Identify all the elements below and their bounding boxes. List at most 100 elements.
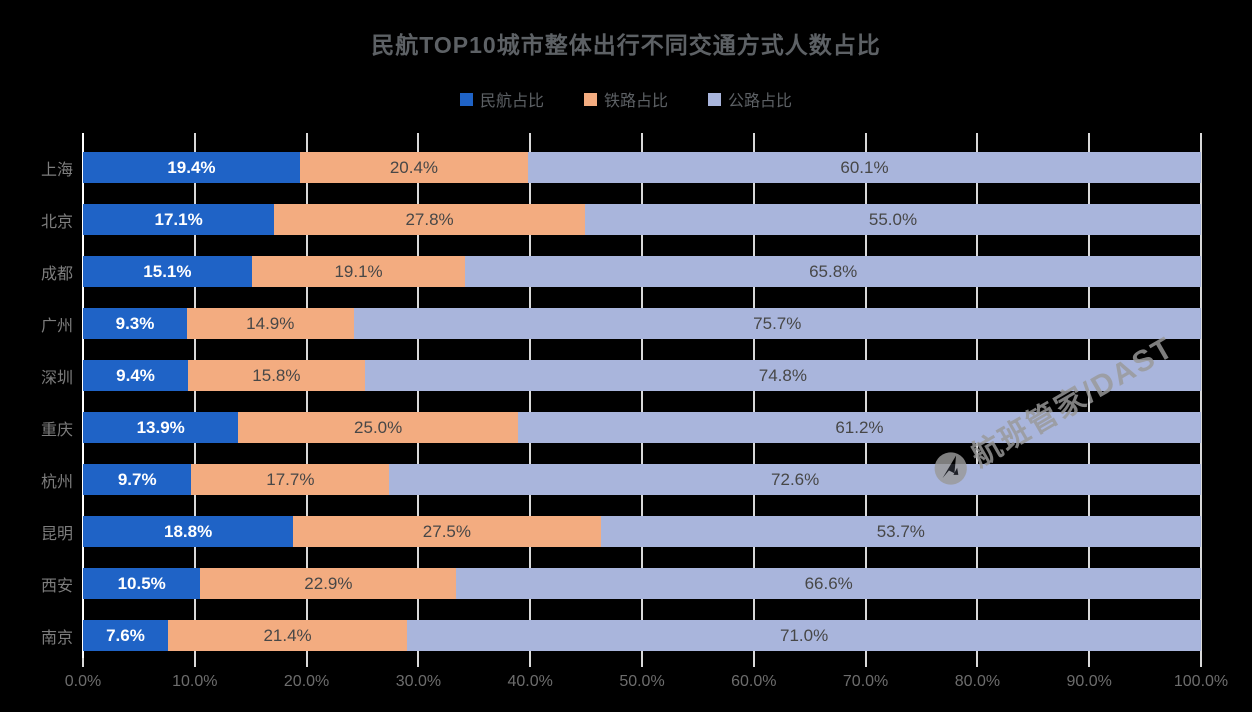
value-label: 7.6% (106, 625, 145, 645)
value-label: 53.7% (876, 521, 925, 541)
bar-row: 广州 9.3% 14.9% 75.7% (41, 308, 1201, 339)
value-label: 20.4% (389, 157, 439, 177)
bar-segment: 15.1% (83, 256, 252, 287)
value-label: 27.5% (422, 521, 471, 541)
category-label: 成都 (40, 265, 73, 283)
bar-row: 昆明 18.8% 27.5% 53.7% (41, 516, 1201, 547)
value-label: 17.1% (154, 209, 203, 229)
value-label: 17.7% (266, 469, 315, 489)
value-label: 60.1% (840, 157, 889, 177)
bar-row: 南京 7.6% 21.4% 71.0% (41, 620, 1201, 651)
value-label: 74.8% (758, 365, 807, 385)
value-label: 15.8% (252, 365, 301, 385)
value-label: 66.6% (804, 573, 853, 593)
bar-segment: 9.3% (83, 308, 187, 339)
bar-segment: 10.5% (83, 568, 201, 599)
category-label: 广州 (40, 317, 73, 335)
grid-line (305, 133, 308, 658)
value-label: 9.4% (116, 365, 155, 385)
grid-line (752, 133, 755, 658)
x-axis-tick-label: 20.0% (283, 673, 330, 690)
x-axis-tick (1200, 658, 1202, 667)
chart-title: 民航TOP10城市整体出行不同交通方式人数占比 (371, 32, 881, 58)
bar-segment: 53.7% (600, 516, 1201, 547)
x-axis-tick (529, 658, 532, 667)
grid-line (1088, 133, 1091, 658)
category-label: 上海 (40, 161, 73, 179)
legend-swatch-railway-icon (583, 92, 597, 106)
value-label: 15.1% (143, 261, 192, 281)
value-label: 72.6% (771, 469, 820, 489)
value-label: 65.8% (809, 261, 858, 281)
category-label: 西安 (40, 577, 73, 595)
bar-segment: 9.4% (83, 360, 189, 391)
x-axis-tick (864, 658, 867, 667)
value-label: 55.0% (868, 209, 918, 229)
bar-segment: 17.1% (83, 204, 275, 235)
value-label: 18.8% (163, 521, 213, 541)
x-axis-tick (305, 658, 308, 667)
x-axis-tick-label: 80.0% (954, 673, 1001, 690)
bar-segment: 22.9% (200, 568, 457, 599)
bar-row: 西安 10.5% 22.9% 66.6% (41, 568, 1201, 599)
grid-line (417, 133, 420, 658)
plot-area: 上海 19.4% 20.4% 60.1% 北京 17.1% 27.8% 55.0% 成都 15.1… (41, 133, 1228, 690)
x-axis-tick-label: 70.0% (842, 673, 889, 690)
category-label: 重庆 (40, 421, 73, 439)
bar-segment: 9.7% (83, 464, 192, 495)
y-axis-line (82, 133, 84, 658)
x-axis-tick (641, 658, 643, 667)
legend-swatch-civil-aviation-icon (459, 92, 473, 106)
x-axis-tick-label: 90.0% (1066, 673, 1112, 690)
bar-row: 重庆 13.9% 25.0% 61.2% (41, 412, 1201, 443)
bar-segment: 55.0% (584, 204, 1201, 235)
bar-segment: 27.5% (293, 516, 601, 547)
value-label: 13.9% (136, 417, 185, 437)
bar-segment: 65.8% (465, 256, 1201, 287)
legend-item-road: 公路占比 (708, 87, 792, 111)
legend-label-railway: 铁路占比 (603, 93, 668, 110)
value-label: 10.5% (117, 573, 166, 593)
bar-segment: 74.8% (364, 360, 1201, 391)
x-axis-tick (193, 658, 196, 667)
value-label: 75.7% (753, 313, 802, 333)
x-axis-tick-label: 60.0% (731, 673, 777, 690)
value-label: 9.3% (115, 313, 155, 333)
bar-segment: 15.8% (188, 360, 365, 391)
grid-line (529, 133, 532, 658)
value-label: 27.8% (405, 209, 454, 229)
x-axis-tick-label: 40.0% (507, 673, 553, 690)
bar-segment: 17.7% (191, 464, 390, 495)
grid-line (1200, 133, 1202, 658)
bar-segment: 75.7% (353, 308, 1201, 339)
bar-segment: 13.9% (83, 412, 239, 443)
category-label: 昆明 (40, 525, 73, 543)
bar-segment: 18.8% (83, 516, 294, 547)
x-axis-tick-label: 100.0% (1173, 673, 1229, 690)
bar-row: 深圳 9.4% 15.8% 74.8% (41, 360, 1201, 391)
bar-segment: 19.1% (251, 256, 466, 287)
legend-label-civil-aviation: 民航占比 (479, 93, 544, 110)
legend-item-railway: 铁路占比 (583, 87, 668, 111)
grid-line (641, 133, 643, 658)
category-label: 南京 (40, 629, 73, 647)
bar-row: 北京 17.1% 27.8% 55.0% (41, 204, 1201, 235)
bar-segment: 60.1% (527, 152, 1201, 183)
category-label: 杭州 (40, 473, 73, 491)
x-axis-tick (82, 658, 84, 667)
grid-line (864, 133, 867, 658)
bar-segment: 21.4% (167, 620, 408, 651)
bar-segment: 7.6% (83, 620, 168, 651)
bar-row: 杭州 9.7% 17.7% 72.6% (41, 464, 1201, 495)
value-label: 61.2% (835, 417, 884, 437)
x-axis-tick-label: 30.0% (395, 673, 442, 690)
x-axis-tick (417, 658, 420, 667)
bar-segment: 61.2% (517, 412, 1201, 443)
x-axis-tick (1088, 658, 1091, 667)
bar-segment: 20.4% (299, 152, 528, 183)
value-label: 9.7% (117, 469, 157, 489)
bar-segment: 25.0% (238, 412, 518, 443)
value-label: 19.4% (167, 157, 216, 177)
bar-segment: 72.6% (389, 464, 1201, 495)
